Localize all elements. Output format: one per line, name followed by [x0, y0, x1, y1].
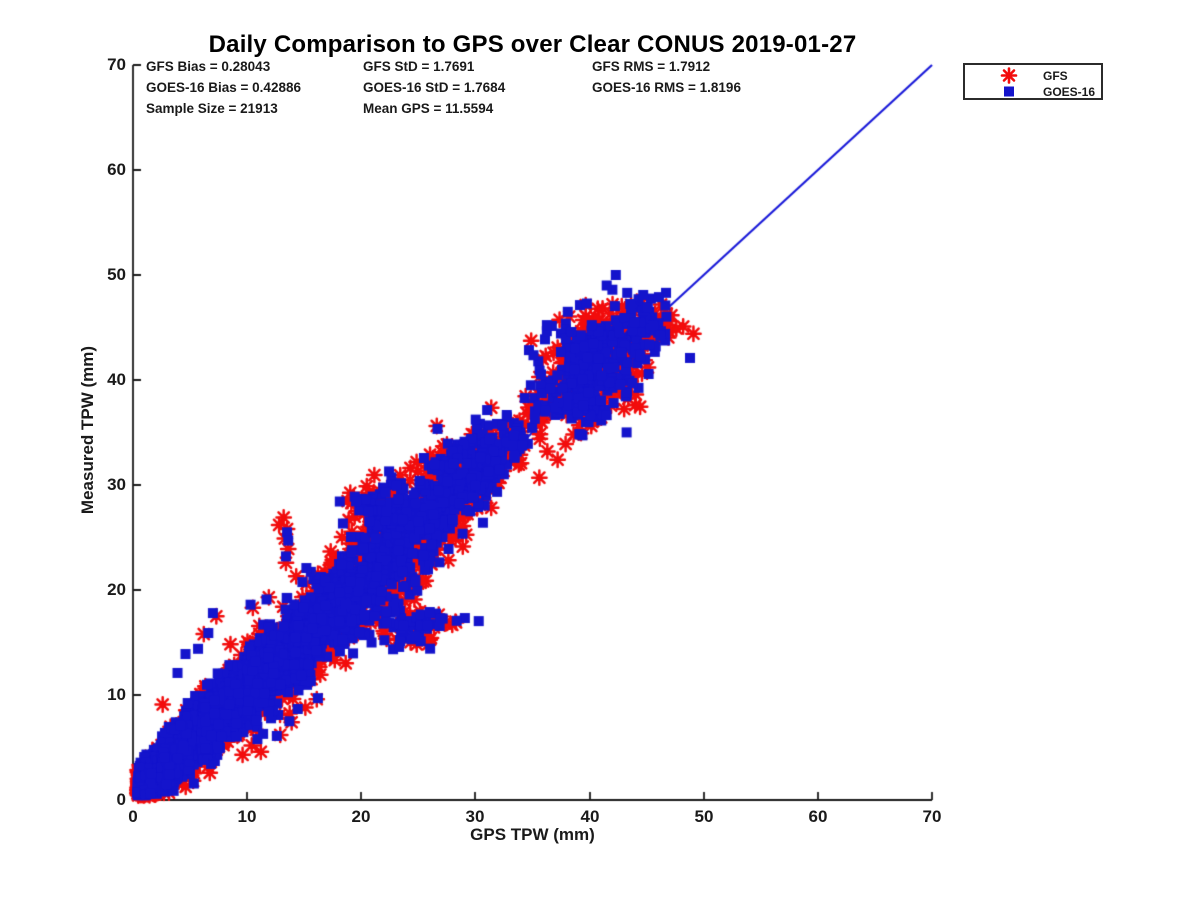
x-tick-label: 70	[922, 807, 942, 826]
stats-cell: Sample Size = 21913	[146, 101, 278, 116]
stats-cell: GOES-16 Bias = 0.42886	[146, 80, 301, 95]
x-tick-label: 60	[808, 807, 828, 826]
stats-cell: GFS StD = 1.7691	[363, 59, 475, 74]
y-tick-label: 70	[107, 55, 126, 74]
gfs-asterisk-icon	[995, 67, 1023, 84]
legend-label-goes16: GOES-16	[1043, 84, 1096, 99]
chart-title: Daily Comparison to GPS over Clear CONUS…	[208, 31, 857, 58]
x-tick-label: 10	[237, 807, 257, 826]
legend-item-goes16: GOES-16	[965, 83, 1101, 100]
stats-cell: GFS Bias = 0.28043	[146, 59, 271, 74]
y-tick-label: 10	[107, 685, 126, 704]
legend-box: GFS GOES-16	[963, 63, 1103, 100]
stats-cell: GFS RMS = 1.7912	[592, 59, 711, 74]
y-tick-label: 60	[107, 160, 126, 179]
stats-cell: Mean GPS = 11.5594	[363, 101, 494, 116]
x-tick-label: 20	[351, 807, 371, 826]
y-tick-label: 0	[116, 790, 126, 809]
legend-item-gfs: GFS	[965, 67, 1101, 84]
x-tick-label: 50	[694, 807, 714, 826]
goes16-square-icon	[995, 83, 1023, 100]
x-tick-label: 0	[128, 807, 138, 826]
y-tick-label: 30	[107, 475, 126, 494]
y-axis-label: Measured TPW (mm)	[78, 345, 97, 515]
x-tick-label: 30	[465, 807, 485, 826]
stats-cell: GOES-16 StD = 1.7684	[363, 80, 506, 95]
x-tick-label: 40	[580, 807, 600, 826]
y-tick-label: 50	[107, 265, 126, 284]
legend-label-gfs: GFS	[1043, 68, 1068, 83]
x-axis-label: GPS TPW (mm)	[470, 825, 595, 844]
stats-cell: GOES-16 RMS = 1.8196	[592, 80, 741, 95]
y-tick-label: 40	[107, 370, 126, 389]
y-tick-label: 20	[107, 580, 126, 599]
